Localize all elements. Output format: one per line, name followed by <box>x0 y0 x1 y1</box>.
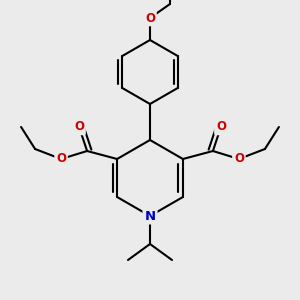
Text: O: O <box>56 152 66 166</box>
Text: N: N <box>144 209 156 223</box>
Text: O: O <box>234 152 244 166</box>
Text: O: O <box>74 121 84 134</box>
Text: O: O <box>216 121 226 134</box>
Text: O: O <box>145 11 155 25</box>
